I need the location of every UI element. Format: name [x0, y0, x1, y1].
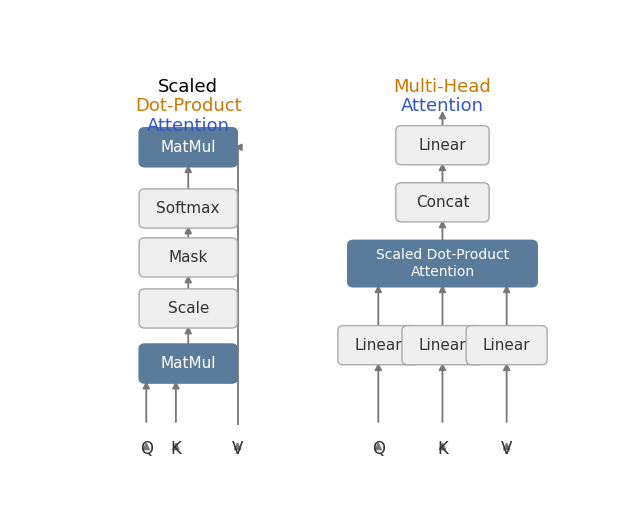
Text: V: V [232, 440, 243, 458]
Text: Q: Q [372, 440, 385, 458]
FancyBboxPatch shape [139, 344, 238, 383]
Text: MatMul: MatMul [161, 356, 216, 371]
Text: Attention: Attention [401, 98, 484, 116]
FancyBboxPatch shape [139, 238, 238, 277]
FancyBboxPatch shape [396, 183, 489, 222]
FancyBboxPatch shape [348, 240, 537, 287]
FancyBboxPatch shape [402, 325, 483, 365]
Text: Mask: Mask [169, 250, 208, 265]
FancyBboxPatch shape [139, 128, 238, 167]
Text: V: V [501, 440, 512, 458]
Text: Concat: Concat [416, 195, 469, 210]
Text: Attention: Attention [147, 117, 230, 135]
Text: Dot-Product: Dot-Product [135, 98, 241, 116]
Text: K: K [171, 440, 182, 458]
Text: MatMul: MatMul [161, 140, 216, 155]
FancyBboxPatch shape [139, 189, 238, 228]
FancyBboxPatch shape [466, 325, 547, 365]
FancyBboxPatch shape [338, 325, 419, 365]
Text: Softmax: Softmax [157, 201, 220, 216]
Text: Linear: Linear [354, 338, 402, 352]
Text: Linear: Linear [483, 338, 531, 352]
FancyBboxPatch shape [139, 289, 238, 328]
FancyBboxPatch shape [396, 126, 489, 165]
Text: Scaled Dot-Product
Attention: Scaled Dot-Product Attention [376, 249, 509, 279]
Text: Scaled: Scaled [158, 78, 218, 96]
Text: Linear: Linear [419, 338, 466, 352]
Text: Linear: Linear [419, 138, 466, 153]
Text: Scale: Scale [168, 301, 209, 316]
Text: Multi-Head: Multi-Head [394, 78, 491, 96]
Text: Q: Q [140, 440, 153, 458]
Text: K: K [437, 440, 448, 458]
